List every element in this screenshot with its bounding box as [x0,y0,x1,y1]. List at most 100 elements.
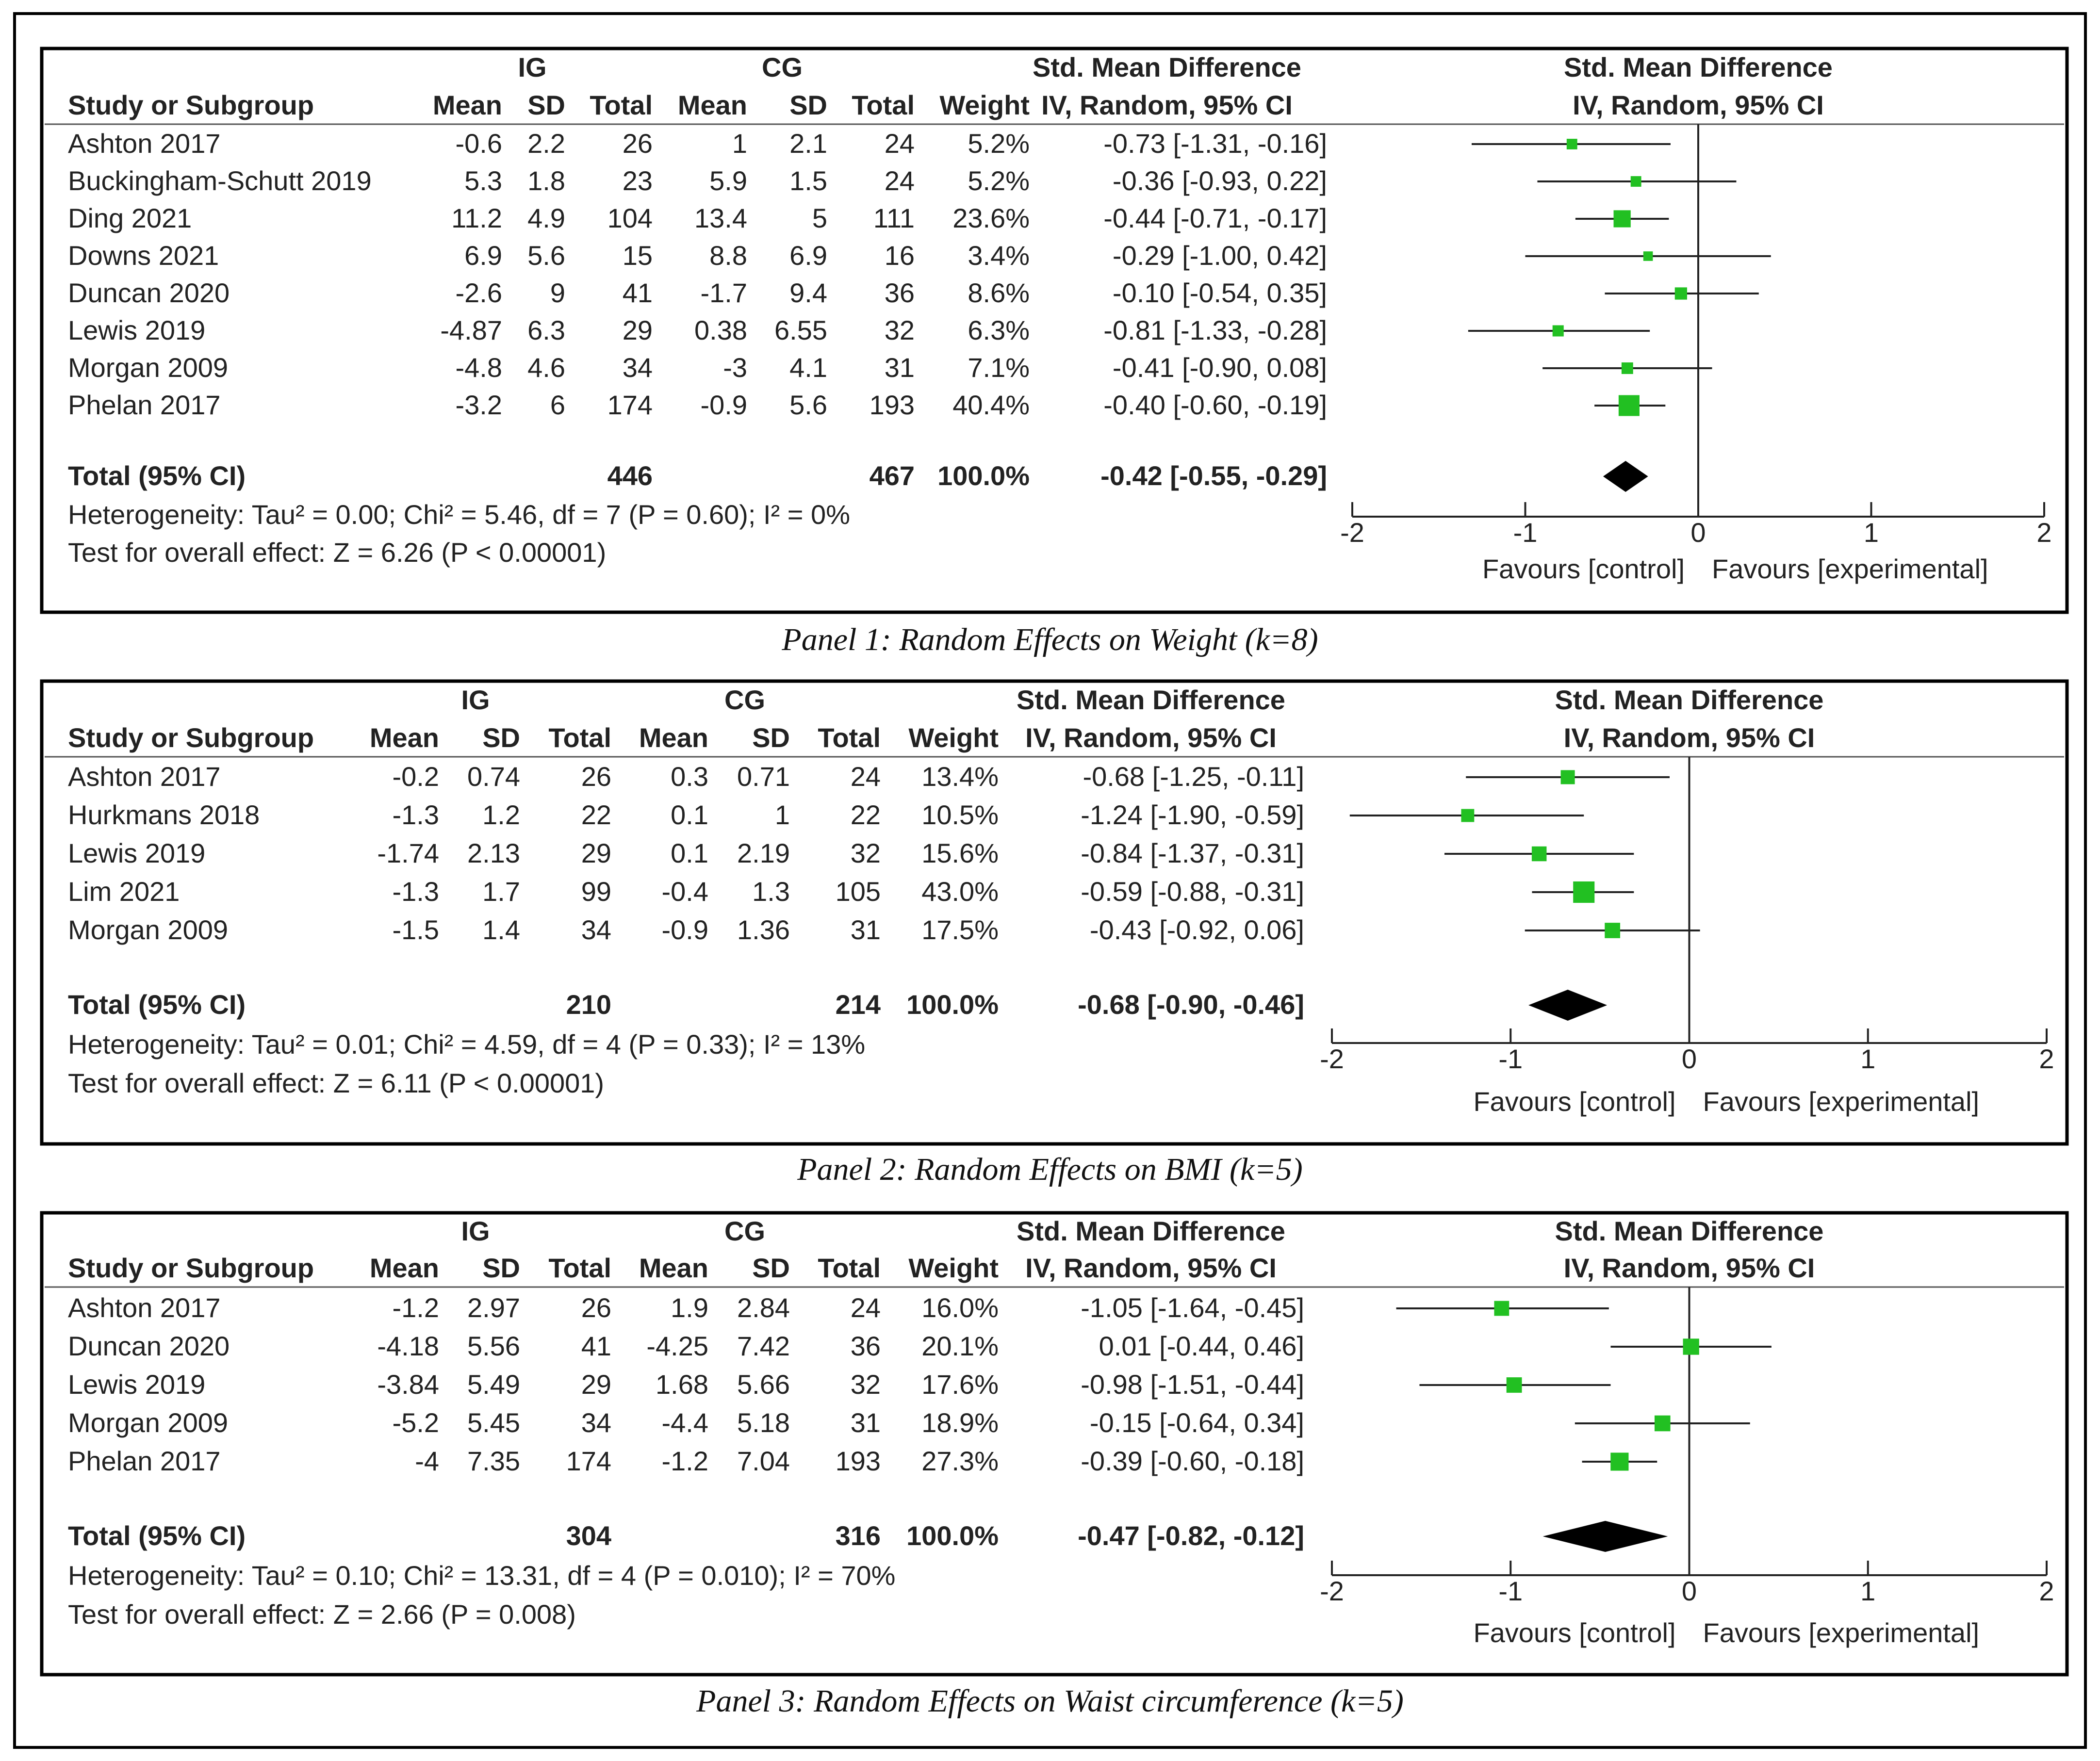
cg-total: 22 [851,799,881,830]
cg-sd: 5.18 [737,1407,790,1438]
effect-marker [1566,139,1577,149]
ig-total: 174 [566,1446,611,1476]
ig-sd: 7.35 [467,1446,520,1476]
study-row: Duncan 2020 -4.18 5.56 41 -4.25 7.42 36 20.1% 0.… [68,1331,1772,1361]
ig-sd: 6.3 [527,315,565,345]
ig-total: 26 [623,128,653,159]
ig-sd: 2.13 [467,838,520,868]
pooled-diamond [1603,461,1648,492]
ig-total: 34 [581,1407,611,1438]
cg-sd: 2.19 [737,838,790,868]
cg-mean-header: Mean [639,1253,708,1283]
effect-marker [1506,1377,1522,1393]
cg-total: 111 [873,203,915,233]
overall-effect-text: Test for overall effect: Z = 6.26 (P < 0… [68,537,606,568]
cg-total-header: Total [818,1253,881,1283]
weight: 15.6% [921,838,999,868]
cg-total: 31 [851,914,881,945]
study-name: Morgan 2009 [68,352,228,383]
study-name: Lim 2021 [68,876,180,907]
ig-sd: 0.74 [467,761,520,792]
effect-marker [1621,362,1633,374]
ig-group-header: IG [518,52,546,82]
total-label: Total (95% CI) [68,989,246,1020]
ig-mean: -4.87 [440,315,502,345]
cg-mean: -3 [723,352,747,383]
cg-mean: -1.2 [662,1446,709,1476]
weight: 17.6% [921,1369,999,1400]
cg-sd: 5.6 [789,390,827,420]
favours-experimental-label: Favours [experimental] [1703,1086,1980,1117]
plot-method-header: IV, Random, 95% CI [1573,90,1824,120]
panel-caption: Panel 2: Random Effects on BMI (k=5) [797,1152,1303,1187]
cg-mean: 1 [732,128,747,159]
ig-total: 174 [607,390,653,420]
cg-sd: 1.36 [737,914,790,945]
cg-sd-header: SD [752,722,790,753]
ig-mean: -1.3 [393,799,440,830]
effect-marker [1461,809,1475,822]
weight: 17.5% [921,914,999,945]
tick-label: 2 [2039,1044,2054,1074]
smd-ci: -0.68 [-1.25, -0.11] [1083,761,1304,792]
smd-ci: 0.01 [-0.44, 0.46] [1099,1331,1304,1361]
cg-sd: 0.71 [737,761,790,792]
x-axis: -2 -1 0 1 2 Favours [control] Favours [experim… [1320,1561,2054,1648]
weight: 43.0% [921,876,999,907]
study-name: Buckingham-Schutt 2019 [68,165,372,196]
ig-grand-total: 210 [566,989,611,1020]
effect-marker [1683,1338,1699,1355]
study-name: Duncan 2020 [68,277,230,308]
ig-grand-total: 304 [566,1520,611,1551]
cg-sd: 5.66 [737,1369,790,1400]
cg-total: 31 [851,1407,881,1438]
tick-label: -1 [1498,1576,1523,1606]
forest-panel-2: IG CG Std. Mean Difference Std. Mean Differ… [40,679,2069,1187]
weight: 20.1% [921,1331,999,1361]
cg-sd: 5 [812,203,827,233]
ig-total: 34 [623,352,653,383]
cg-mean: 8.8 [709,240,747,271]
ig-total: 22 [581,799,611,830]
weight: 5.2% [968,165,1030,196]
effect-marker [1610,1452,1629,1471]
study-row: Lewis 2019 -3.84 5.49 29 1.68 5.66 32 17.6% -0.9… [68,1369,1611,1400]
cg-sd-header: SD [789,90,827,120]
cg-sd: 7.04 [737,1446,790,1476]
weight: 7.1% [968,352,1030,383]
cg-total: 105 [836,876,881,907]
tick-label: 0 [1682,1576,1697,1606]
ig-total: 99 [581,876,611,907]
plot-smd-header: Std. Mean Difference [1555,685,1824,715]
ig-total: 26 [581,1292,611,1323]
ig-sd: 2.97 [467,1292,520,1323]
study-name: Lewis 2019 [68,838,205,868]
cg-mean: 1.68 [656,1369,708,1400]
weight: 23.6% [952,203,1030,233]
ig-mean: -5.2 [393,1407,440,1438]
smd-ci: -0.81 [-1.33, -0.28] [1103,315,1327,345]
weight: 27.3% [921,1446,999,1476]
cg-sd: 6.9 [789,240,827,271]
ig-total-header: Total [590,90,653,120]
ig-mean: 5.3 [464,165,502,196]
weight: 10.5% [921,799,999,830]
study-row: Ashton 2017 -1.2 2.97 26 1.9 2.84 24 16.0% -1.05… [68,1292,1609,1323]
study-row: Morgan 2009 -1.5 1.4 34 -0.9 1.36 31 17.5% -0.43… [68,914,1700,945]
method-header: IV, Random, 95% CI [1025,722,1277,753]
pooled-diamond [1542,1521,1668,1552]
cg-total-header: Total [852,90,915,120]
smd-ci: -0.29 [-1.00, 0.42] [1113,240,1327,271]
cg-mean: 0.1 [671,799,708,830]
pooled-ci: -0.68 [-0.90, -0.46] [1078,989,1304,1020]
cg-total: 31 [885,352,915,383]
cg-total: 24 [851,1292,881,1323]
weight-header: Weight [908,722,999,753]
ig-total: 104 [607,203,653,233]
cg-total-header: Total [818,722,881,753]
ig-mean: -0.2 [393,761,440,792]
ig-sd: 4.6 [527,352,565,383]
study-row: Duncan 2020 -2.6 9 41 -1.7 9.4 36 8.6% -0.10 [-0… [68,277,1759,308]
favours-experimental-label: Favours [experimental] [1703,1617,1980,1648]
